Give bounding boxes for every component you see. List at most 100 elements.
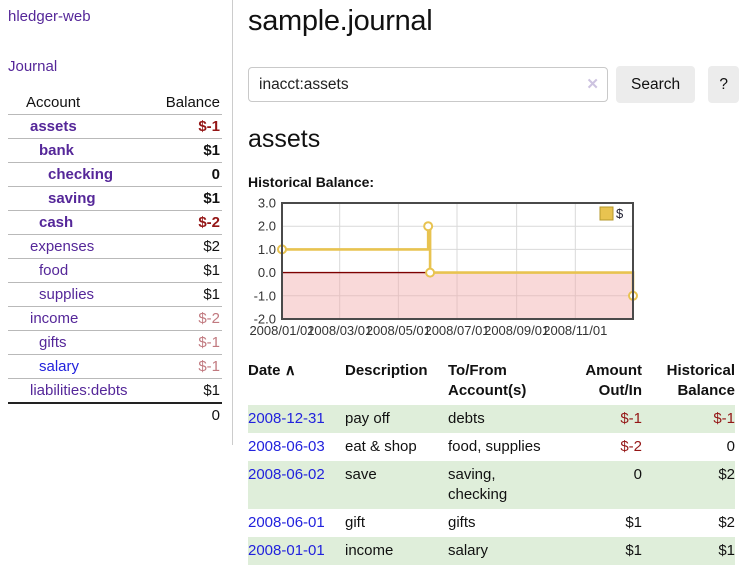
account-row: checking 0	[8, 162, 222, 187]
account-balance: $1	[203, 142, 220, 159]
account-link-cash[interactable]: cash	[39, 214, 74, 231]
sidebar: hledger-web Journal Account Balance asse…	[0, 0, 233, 445]
account-balance: $1	[203, 190, 220, 207]
transaction-description: eat & shop	[345, 438, 417, 455]
account-link-food[interactable]: food	[39, 262, 69, 279]
accounts-column-header: Account	[26, 94, 81, 111]
account-link-gifts[interactable]: gifts	[39, 334, 67, 351]
chart-canvas: $3.0 2.0 1.0 0.0 -1.0 -2.02008/01/012008/03/0…	[249, 196, 638, 338]
search-input[interactable]	[248, 67, 608, 102]
transaction-date-link[interactable]: 2008-01-01	[248, 542, 325, 559]
search-button[interactable]: Search	[616, 66, 696, 103]
svg-text:1.0: 1.0	[258, 242, 276, 257]
account-row: expenses $2	[8, 234, 222, 259]
account-row: liabilities:debts $1	[8, 378, 222, 404]
register-table: Date ∧ Description To/From Account(s) Am…	[248, 359, 735, 565]
transaction-balance: $-1	[713, 410, 735, 427]
transaction-description: gift	[345, 514, 366, 531]
accounts-total: 0	[211, 407, 220, 424]
column-header-accounts: To/From Account(s)	[448, 362, 527, 399]
account-balance: 0	[211, 166, 220, 183]
account-balance: $-2	[198, 310, 220, 327]
column-header-balance: Historical Balance	[666, 362, 735, 399]
transaction-date-link[interactable]: 2008-06-02	[248, 466, 325, 483]
sidebar-item-journal[interactable]: Journal	[8, 58, 58, 75]
svg-text:$: $	[616, 206, 624, 221]
svg-text:0.0: 0.0	[258, 265, 276, 280]
column-header-description: Description	[345, 362, 428, 379]
balance-column-header: Balance	[165, 94, 220, 111]
account-link-assets[interactable]: assets	[30, 118, 77, 135]
transaction-balance: $2	[718, 514, 735, 531]
account-row: saving $1	[8, 186, 222, 211]
transaction-amount: $1	[625, 514, 642, 531]
account-balance: $-1	[198, 118, 220, 135]
transaction-accounts: salary	[448, 542, 489, 559]
transaction-amount: $-1	[620, 410, 642, 427]
register-header-row: Date ∧ Description To/From Account(s) Am…	[248, 359, 735, 405]
register-row: 2008-06-02 save saving, checking 0 $2	[248, 461, 735, 509]
account-balance: $1	[203, 286, 220, 303]
account-row: bank $1	[8, 138, 222, 163]
transaction-balance: 0	[726, 438, 735, 455]
transaction-description: pay off	[345, 410, 390, 427]
svg-text:-1.0: -1.0	[254, 288, 276, 303]
column-header-amount: Amount Out/In	[585, 362, 642, 399]
svg-text:2.0: 2.0	[258, 219, 276, 234]
transaction-date-link[interactable]: 2008-06-01	[248, 514, 325, 531]
transaction-amount: 0	[633, 466, 642, 483]
accounts-table: Account Balance assets $-1 bank $1 check…	[8, 91, 222, 427]
account-row: cash $-2	[8, 210, 222, 235]
account-link-saving[interactable]: saving	[48, 190, 96, 207]
svg-text:2008/05/01: 2008/05/01	[366, 323, 431, 338]
account-balance: $2	[203, 238, 220, 255]
svg-text:2008/01/01: 2008/01/01	[249, 323, 314, 338]
search-bar: ✕ Search ?	[248, 66, 742, 103]
transaction-date-link[interactable]: 2008-12-31	[248, 410, 325, 427]
page-title: sample.journal	[248, 5, 433, 37]
svg-text:2008/11/01: 2008/11/01	[543, 323, 607, 338]
sort-ascending-icon: ∧	[284, 362, 296, 379]
clear-search-icon[interactable]: ✕	[586, 76, 599, 93]
account-heading: assets	[248, 125, 321, 153]
account-link-bank[interactable]: bank	[39, 142, 75, 159]
account-row: salary $-1	[8, 354, 222, 379]
account-balance: $1	[203, 382, 220, 399]
register-row: 2008-06-03 eat & shop food, supplies $-2…	[248, 433, 735, 461]
app-title: hledger-web	[8, 8, 91, 25]
account-link-expenses[interactable]: expenses	[30, 238, 95, 255]
main-content: sample.journal ✕ Search ? assets Histori…	[233, 0, 742, 565]
svg-text:2008/09/01: 2008/09/01	[484, 323, 549, 338]
transaction-amount: $1	[625, 542, 642, 559]
account-row: food $1	[8, 258, 222, 283]
register-row: 2008-06-01 gift gifts $1 $2	[248, 509, 735, 537]
transaction-balance: $1	[718, 542, 735, 559]
svg-text:2008/03/01: 2008/03/01	[307, 323, 372, 338]
account-link-income[interactable]: income	[30, 310, 79, 327]
account-link-liabilities-debts[interactable]: liabilities:debts	[30, 382, 128, 399]
account-balance: $-1	[198, 358, 220, 375]
account-link-salary[interactable]: salary	[39, 358, 80, 375]
help-button[interactable]: ?	[708, 66, 740, 103]
column-header-date[interactable]: Date ∧	[248, 362, 296, 379]
transaction-date-link[interactable]: 2008-06-03	[248, 438, 325, 455]
transaction-accounts: saving, checking	[448, 466, 508, 503]
transaction-description: income	[345, 542, 394, 559]
svg-text:2008/07/01: 2008/07/01	[424, 323, 489, 338]
register-row: 2008-12-31 pay off debts $-1 $-1	[248, 405, 735, 433]
chart-label: Historical Balance:	[248, 174, 375, 190]
accounts-table-header: Account Balance	[8, 91, 222, 115]
account-link-supplies[interactable]: supplies	[39, 286, 95, 303]
account-row: assets $-1	[8, 114, 222, 139]
svg-text:-2.0: -2.0	[254, 312, 276, 327]
transaction-balance: $2	[718, 466, 735, 483]
account-link-checking[interactable]: checking	[48, 166, 114, 183]
account-balance: $-2	[198, 214, 220, 231]
transaction-accounts: debts	[448, 410, 485, 427]
transaction-accounts: food, supplies	[448, 438, 541, 455]
transaction-amount: $-2	[620, 438, 642, 455]
account-balance: $1	[203, 262, 220, 279]
register-row: 2008-01-01 income salary $1 $1	[248, 537, 735, 565]
account-balance: $-1	[198, 334, 220, 351]
account-row: supplies $1	[8, 282, 222, 307]
